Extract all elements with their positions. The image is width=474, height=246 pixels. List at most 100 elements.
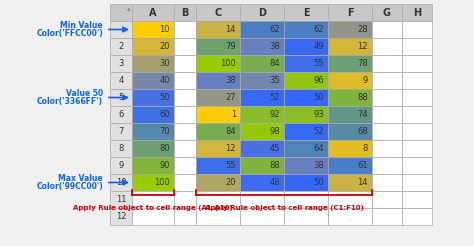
Bar (132, 21, 174, 38)
Text: 74: 74 (357, 110, 368, 119)
Bar (402, 157, 432, 174)
Bar (174, 21, 196, 38)
Bar (110, 55, 132, 72)
Bar (240, 174, 284, 191)
Text: Min Value: Min Value (60, 21, 103, 30)
Text: 9: 9 (118, 161, 124, 170)
Text: Color('FFCC00'): Color('FFCC00') (36, 29, 103, 38)
Text: 8: 8 (363, 144, 368, 153)
Bar (240, 157, 284, 174)
Bar (110, 72, 132, 89)
Bar (240, 208, 284, 225)
Bar (174, 4, 196, 21)
Bar (240, 21, 284, 38)
Bar (402, 123, 432, 140)
Bar (328, 208, 372, 225)
Text: 88: 88 (269, 161, 280, 170)
Bar (174, 38, 196, 55)
Text: 12: 12 (226, 144, 236, 153)
Bar (402, 89, 432, 106)
Bar (240, 55, 284, 72)
Text: 11: 11 (116, 195, 126, 204)
Bar (174, 208, 196, 225)
Text: 12: 12 (116, 212, 126, 221)
Bar (110, 4, 132, 21)
Bar (196, 191, 240, 208)
Text: 2: 2 (118, 42, 124, 51)
Bar (284, 191, 328, 208)
Bar (328, 106, 372, 123)
Bar (240, 72, 284, 89)
Text: 80: 80 (159, 144, 170, 153)
Bar (328, 174, 372, 191)
Bar (328, 72, 372, 89)
Bar (132, 4, 174, 21)
Text: 84: 84 (269, 59, 280, 68)
Text: 10: 10 (159, 25, 170, 34)
Text: 50: 50 (313, 93, 324, 102)
Text: Max Value: Max Value (58, 174, 103, 183)
Bar (110, 208, 132, 225)
Bar (372, 55, 402, 72)
Text: 96: 96 (313, 76, 324, 85)
Bar (174, 174, 196, 191)
Text: 62: 62 (269, 25, 280, 34)
Bar (132, 123, 174, 140)
Bar (372, 174, 402, 191)
Text: 38: 38 (313, 161, 324, 170)
Bar (328, 191, 372, 208)
Bar (196, 123, 240, 140)
Bar (372, 72, 402, 89)
Bar (132, 157, 174, 174)
Bar (328, 38, 372, 55)
Text: B: B (182, 7, 189, 17)
Bar (402, 174, 432, 191)
Text: 50: 50 (159, 93, 170, 102)
Text: 14: 14 (357, 178, 368, 187)
Bar (402, 140, 432, 157)
Bar (328, 55, 372, 72)
Bar (132, 191, 174, 208)
Bar (196, 174, 240, 191)
Text: 49: 49 (313, 42, 324, 51)
Text: 3: 3 (118, 59, 124, 68)
Bar (132, 208, 174, 225)
Bar (132, 72, 174, 89)
Bar (402, 208, 432, 225)
Text: 98: 98 (269, 127, 280, 136)
Bar (110, 191, 132, 208)
Text: C: C (214, 7, 222, 17)
Bar (328, 4, 372, 21)
Text: 12: 12 (357, 42, 368, 51)
Bar (284, 72, 328, 89)
Text: 20: 20 (226, 178, 236, 187)
Text: 27: 27 (225, 93, 236, 102)
Text: 35: 35 (269, 76, 280, 85)
Text: 70: 70 (159, 127, 170, 136)
Text: H: H (413, 7, 421, 17)
Bar (240, 106, 284, 123)
Text: G: G (383, 7, 391, 17)
Bar (110, 174, 132, 191)
Bar (110, 140, 132, 157)
Bar (372, 38, 402, 55)
Text: 52: 52 (313, 127, 324, 136)
Text: 7: 7 (118, 127, 124, 136)
Bar (284, 174, 328, 191)
Text: 52: 52 (270, 93, 280, 102)
Text: 55: 55 (313, 59, 324, 68)
Bar (196, 157, 240, 174)
Text: Value 50: Value 50 (66, 89, 103, 98)
Bar (196, 55, 240, 72)
Bar (174, 191, 196, 208)
Bar (328, 89, 372, 106)
Text: Color('99CC00'): Color('99CC00') (36, 182, 103, 191)
Text: 38: 38 (225, 76, 236, 85)
Text: 30: 30 (159, 59, 170, 68)
Text: 5: 5 (118, 93, 124, 102)
Text: 92: 92 (270, 110, 280, 119)
Bar (372, 123, 402, 140)
Bar (174, 72, 196, 89)
Bar (328, 157, 372, 174)
Bar (372, 191, 402, 208)
